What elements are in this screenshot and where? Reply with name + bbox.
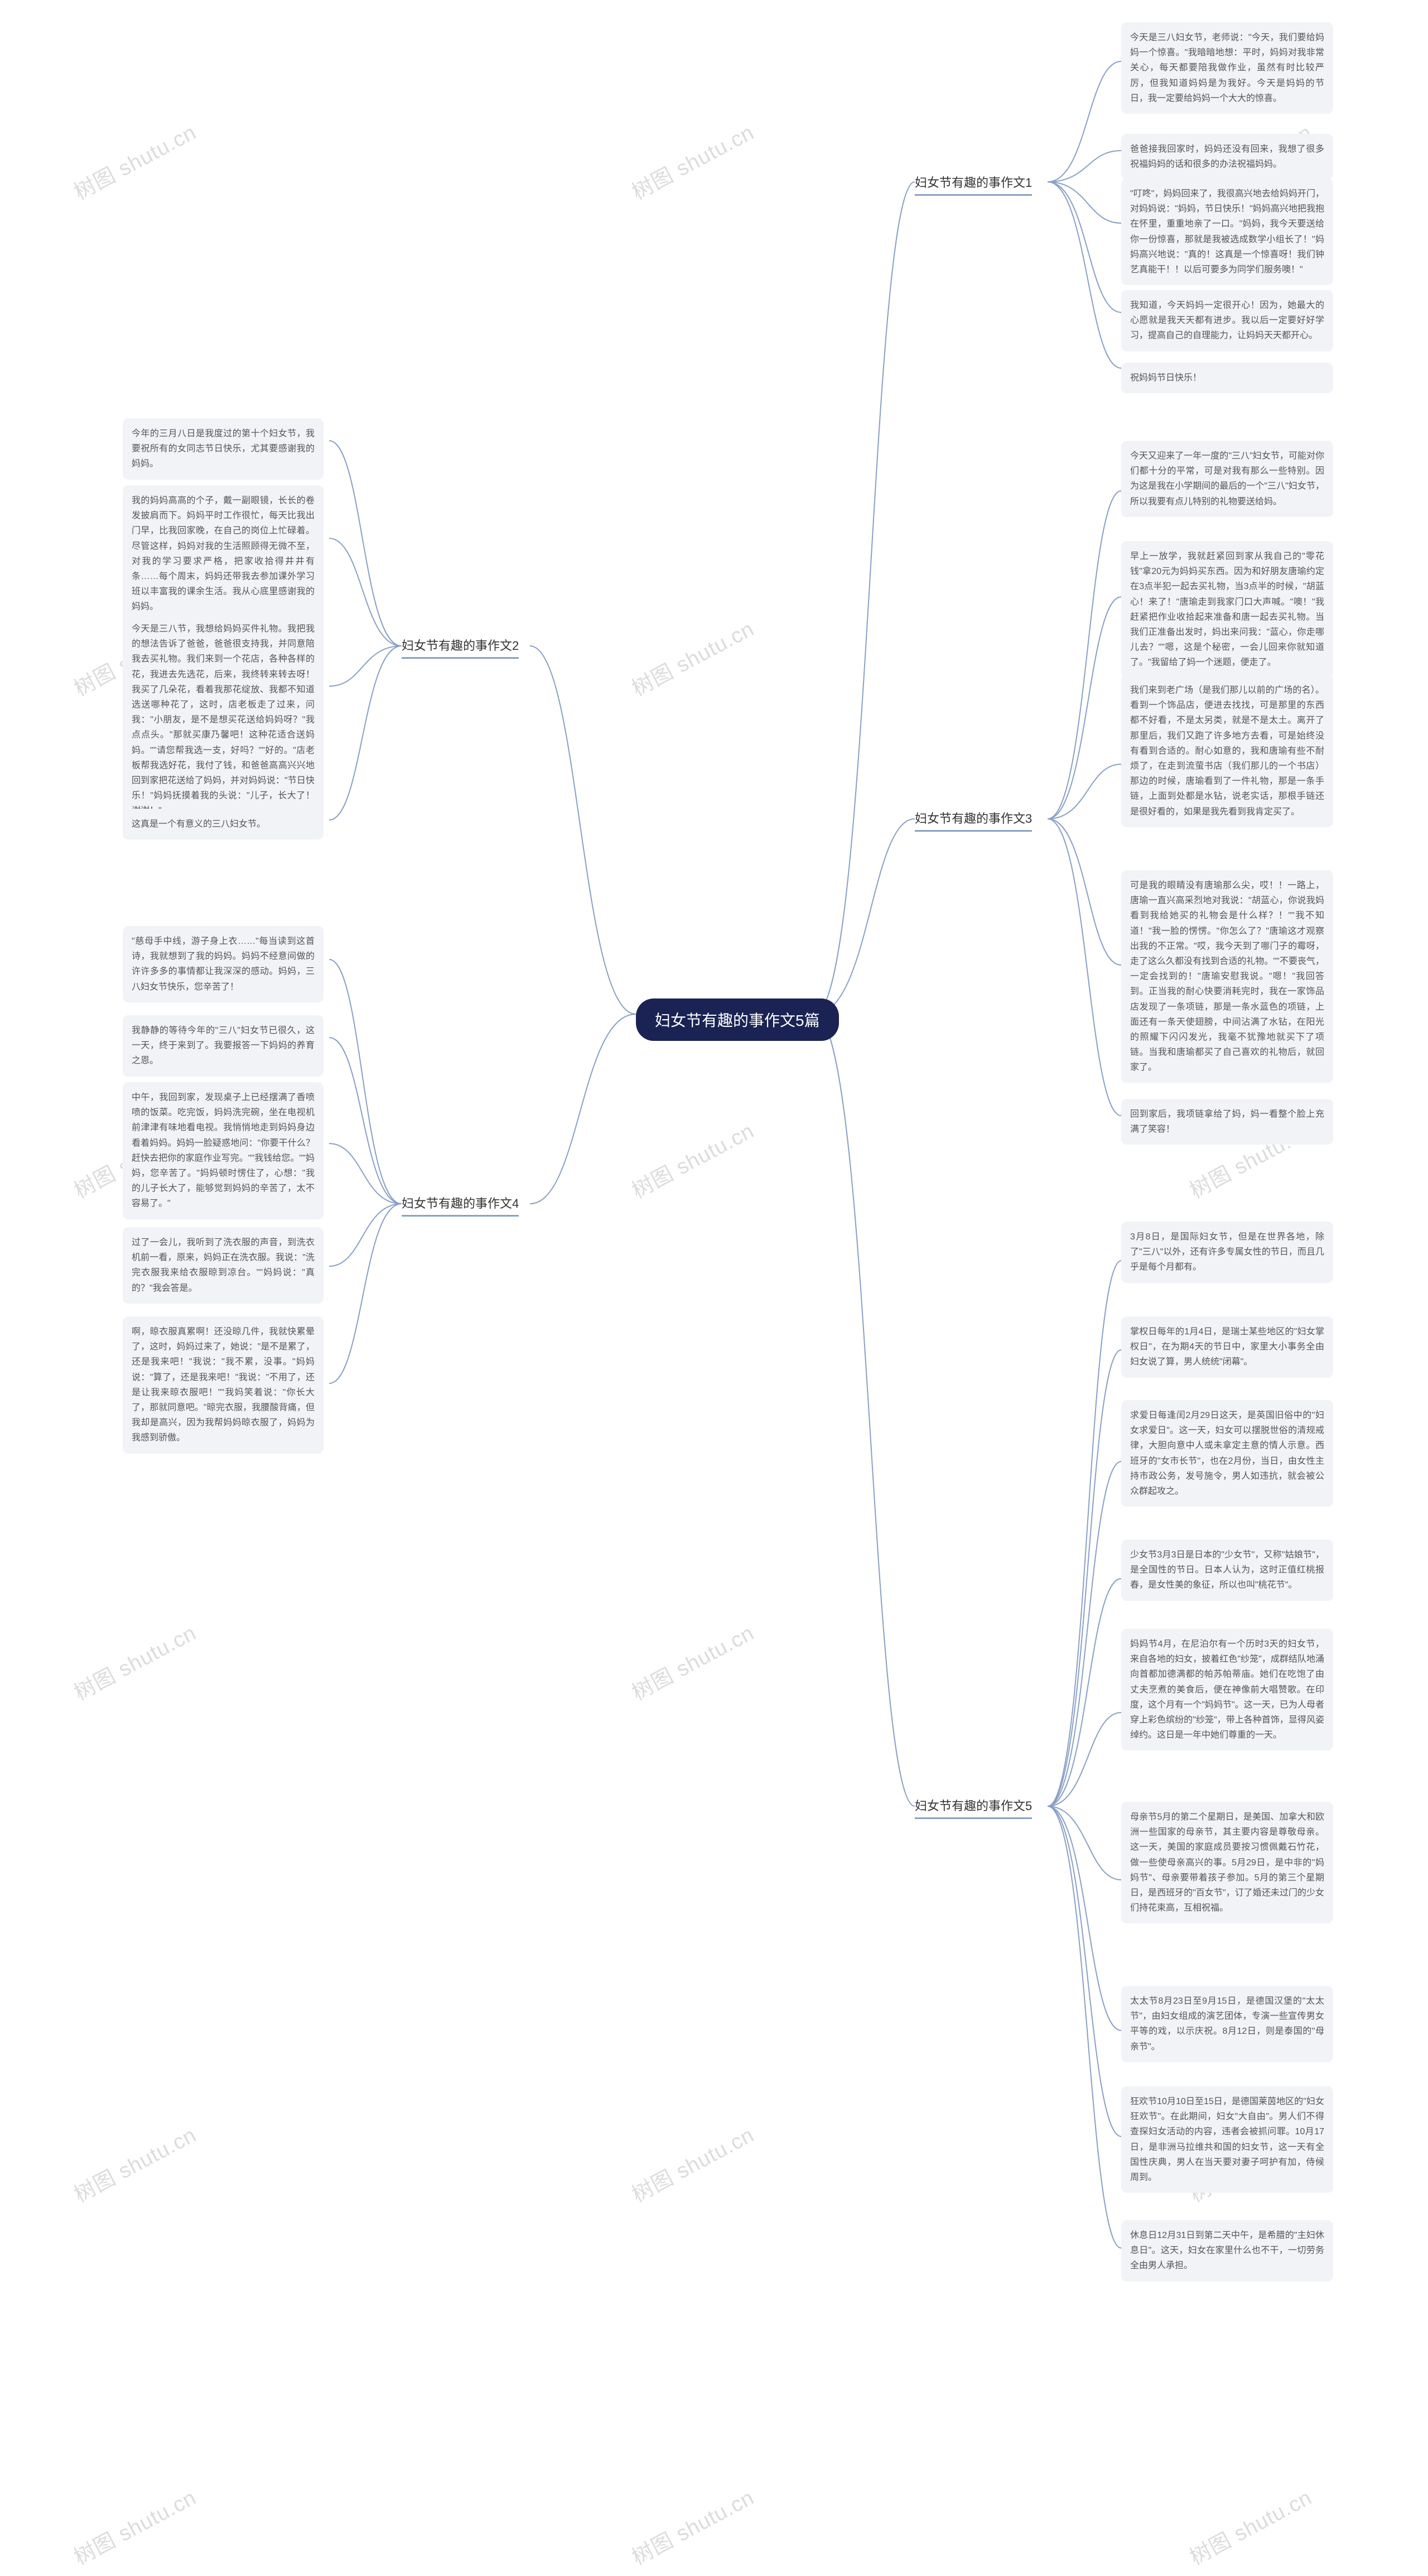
branch-label-2: 妇女节有趣的事作文2 [402, 636, 519, 659]
para-box: 今年的三月八日是我度过的第十个妇女节，我要祝所有的女同志节日快乐，尤其要感谢我的… [123, 418, 324, 480]
watermark: 树图 shutu.cn [1183, 2481, 1316, 2571]
watermark: 树图 shutu.cn [67, 115, 201, 206]
para-box: "慈母手中线，游子身上衣……"每当读到这首诗，我就想到了我的妈妈。妈妈不经意间做… [123, 926, 324, 1002]
para-box: 太太节8月23日至9月15日，是德国汉堡的"太太节"，由妇女组成的演艺团体，专演… [1121, 1986, 1333, 2062]
watermark: 树图 shutu.cn [625, 2118, 759, 2208]
para-box: 祝妈妈节日快乐！ [1121, 363, 1333, 393]
para-box: 妈妈节4月，在尼泊尔有一个历时3天的妇女节，来自各地的妇女，披着红色"纱笼"，成… [1121, 1629, 1333, 1750]
para-box: 过了一会儿，我听到了洗衣服的声音，到洗衣机前一看，原来，妈妈正在洗衣服。我说："… [123, 1227, 324, 1304]
para-box: 中午，我回到家，发现桌子上已经摆满了香喷喷的饭菜。吃完饭，妈妈洗完碗，坐在电视机… [123, 1082, 324, 1219]
branch-label-5: 妇女节有趣的事作文5 [915, 1796, 1032, 1819]
para-box: 掌权日每年的1月4日，是瑞士某些地区的"妇女掌权日"，在为期4天的节日中，家里大… [1121, 1316, 1333, 1378]
para-box: 少女节3月3日是日本的"少女节"，又称"姑娘节"，是全国性的节日。日本人认为，这… [1121, 1540, 1333, 1601]
watermark: 树图 shutu.cn [625, 2481, 759, 2571]
para-box: 回到家后，我项链拿给了妈，妈一看整个脸上充满了笑容！ [1121, 1099, 1333, 1145]
para-box: 我知道，今天妈妈一定很开心！因为，她最大的心愿就是我天天都有进步。我以后一定要好… [1121, 290, 1333, 351]
watermark: 树图 shutu.cn [625, 1616, 759, 1706]
para-box: 可是我的眼睛没有唐瑜那么尖，哎！！一路上，唐瑜一直兴高采烈地对我说："胡蓝心，你… [1121, 870, 1333, 1083]
watermark: 树图 shutu.cn [625, 612, 759, 702]
para-box: 早上一放学，我就赶紧回到家从我自己的"零花钱"拿20元为妈妈买东西。因为和好朋友… [1121, 541, 1333, 678]
para-box: 母亲节5月的第二个星期日，是美国、加拿大和欧洲一些国家的母亲节，其主要内容是尊敬… [1121, 1802, 1333, 1923]
watermark: 树图 shutu.cn [625, 1114, 759, 1204]
watermark: 树图 shutu.cn [67, 2481, 201, 2571]
para-box: "叮咚"，妈妈回来了，我很高兴地去给妈妈开门，对妈妈说："妈妈，节日快乐！"妈妈… [1121, 179, 1333, 285]
para-box: 我们来到老广场（是我们那儿以前的广场的名）。看到一个饰品店，便进去找找，可是那里… [1121, 675, 1333, 827]
watermark: 树图 shutu.cn [625, 115, 759, 206]
para-box: 求爱日每逢闰2月29日这天，是英国旧俗中的"妇女求爱日"。这一天，妇女可以摆脱世… [1121, 1400, 1333, 1507]
para-box: 我的妈妈高高的个子，戴一副眼镜，长长的卷发披肩而下。妈妈平时工作很忙，每天比我出… [123, 485, 324, 623]
para-box: 休息日12月31日到第二天中午，是希腊的"主妇休息日"。这天，妇女在家里什么也不… [1121, 2220, 1333, 2281]
branch-label-1: 妇女节有趣的事作文1 [915, 173, 1032, 196]
watermark: 树图 shutu.cn [67, 2118, 201, 2208]
center-node: 妇女节有趣的事作文5篇 [636, 998, 839, 1041]
para-box: 狂欢节10月10日至15日，是德国莱茵地区的"妇女狂欢节"。在此期间，妇女"大自… [1121, 2086, 1333, 2193]
para-box: 啊，晾衣服真累啊！还没晾几件，我就快累晕了，这时，妈妈过来了，她说："是不是累了… [123, 1316, 324, 1454]
para-box: 我静静的等待今年的"三八"妇女节已很久，这一天，终于来到了。我要报答一下妈妈的养… [123, 1015, 324, 1077]
branch-label-4: 妇女节有趣的事作文4 [402, 1194, 519, 1217]
para-box: 3月8日，是国际妇女节，但是在世界各地，除了"三八"以外，还有许多专属女性的节日… [1121, 1222, 1333, 1283]
para-box: 今天是三八妇女节，老师说："今天，我们要给妈妈一个惊喜。"我暗暗地想：平时，妈妈… [1121, 22, 1333, 114]
para-box: 今天又迎来了一年一度的"三八"妇女节，可能对你们都十分的平常，可是对我有那么一些… [1121, 441, 1333, 517]
branch-label-3: 妇女节有趣的事作文3 [915, 809, 1032, 832]
watermark: 树图 shutu.cn [67, 1616, 201, 1706]
para-box: 爸爸接我回家时，妈妈还没有回来，我想了很多祝福妈妈的话和很多的办法祝福妈妈。 [1121, 134, 1333, 180]
para-box: 这真是一个有意义的三八妇女节。 [123, 809, 324, 840]
para-box: 今天是三八节，我想给妈妈买件礼物。我把我的想法告诉了爸爸，爸爸很支持我，并同意陪… [123, 614, 324, 826]
